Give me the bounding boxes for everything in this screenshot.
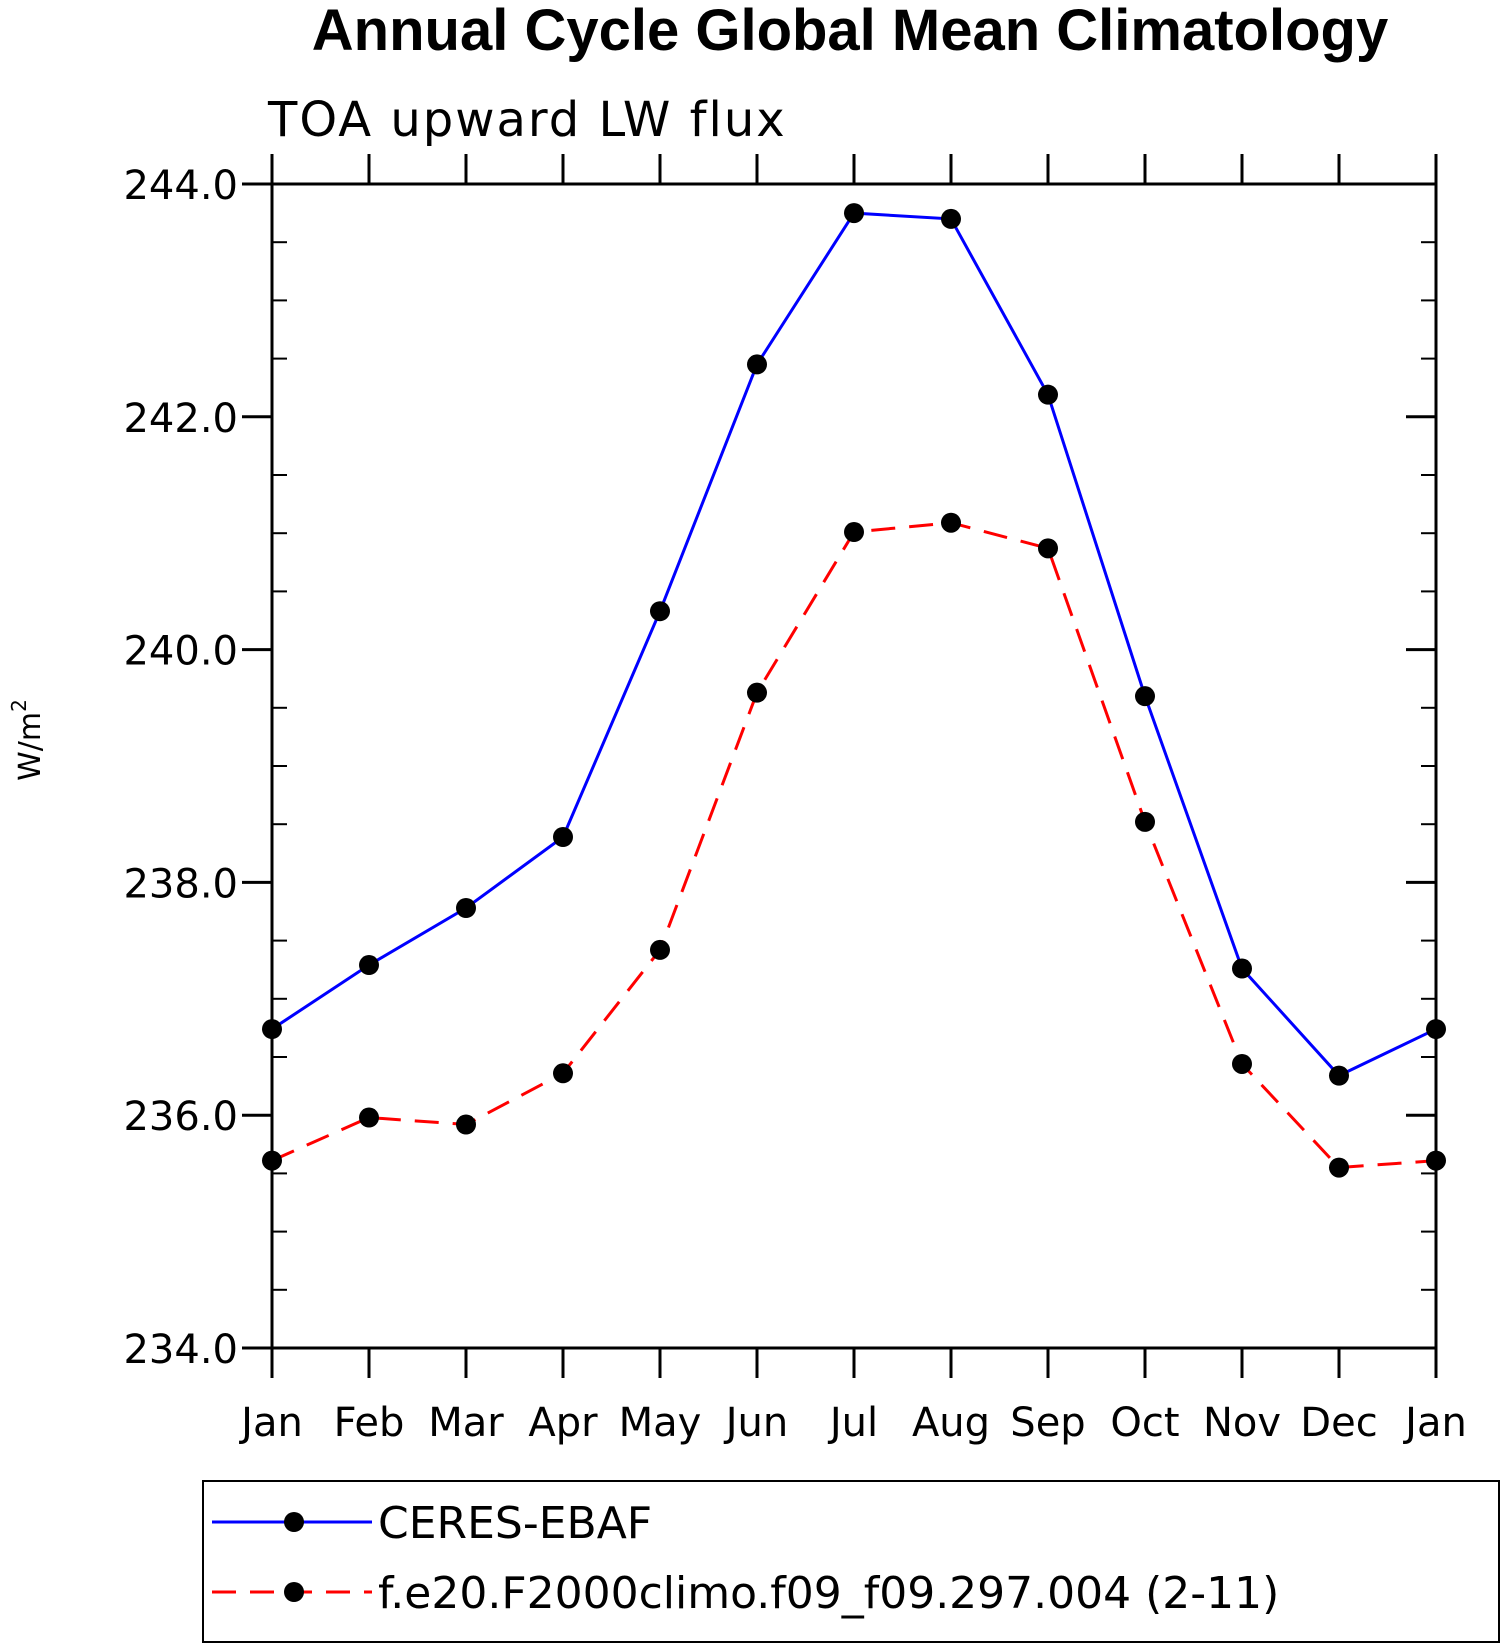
y-axis-label: W/m2 bbox=[7, 699, 48, 781]
series-1-point bbox=[747, 354, 767, 375]
legend-label-1: CERES-EBAF bbox=[378, 1498, 652, 1549]
x-tick-label: Jun bbox=[723, 1400, 789, 1446]
axis-ticks bbox=[242, 154, 1438, 1378]
chart-title: Annual Cycle Global Mean Climatology bbox=[312, 0, 1388, 63]
series-markers bbox=[262, 203, 1446, 1178]
series-2-point bbox=[1329, 1157, 1349, 1178]
x-tick-label: Feb bbox=[334, 1400, 405, 1446]
legend-marker-2 bbox=[284, 1582, 304, 1602]
x-tick-label: Nov bbox=[1203, 1400, 1281, 1446]
series-line-2 bbox=[271, 521, 1437, 1170]
chart-subtitle: TOA upward LW flux bbox=[267, 92, 787, 148]
x-tick-label: Aug bbox=[912, 1400, 990, 1446]
x-tick-label: Jan bbox=[238, 1400, 303, 1446]
plot-frame bbox=[270, 182, 1438, 1350]
series-line-1 bbox=[271, 211, 1437, 1078]
series-1-point bbox=[1038, 384, 1058, 405]
x-tick-label: Dec bbox=[1300, 1400, 1377, 1446]
series-1-point bbox=[1329, 1065, 1349, 1086]
x-tick-label: Jul bbox=[827, 1400, 878, 1446]
x-tick-label: May bbox=[619, 1400, 702, 1446]
series-2-point bbox=[1232, 1053, 1252, 1074]
tick-labels: Jan Feb Mar Apr May Jun Jul Aug Sep Oct Nov Dec Jan2… bbox=[123, 163, 1466, 1446]
series-2-point bbox=[1038, 538, 1058, 559]
series-2-point bbox=[359, 1107, 379, 1128]
series-2-point bbox=[747, 682, 767, 703]
series-1-point bbox=[456, 898, 476, 919]
series-2-point bbox=[553, 1063, 573, 1084]
series-1-point bbox=[650, 601, 670, 622]
legend: CERES-EBAF f.e20.F2000climo.f09_f09.297.0… bbox=[202, 1480, 1500, 1643]
y-axis-label-sup: 2 bbox=[7, 699, 31, 712]
y-tick-label: 244.0 bbox=[123, 163, 238, 209]
series-1-point bbox=[1135, 686, 1155, 707]
y-tick-label: 242.0 bbox=[123, 396, 238, 442]
y-tick-label: 234.0 bbox=[123, 1327, 238, 1373]
y-tick-label: 236.0 bbox=[123, 1094, 238, 1140]
series-1-point bbox=[941, 208, 961, 229]
series-1-point bbox=[553, 827, 573, 848]
x-tick-label: Sep bbox=[1010, 1400, 1085, 1446]
x-tick-label: Mar bbox=[428, 1400, 504, 1446]
series-2-point bbox=[844, 522, 864, 543]
legend-marker-1 bbox=[284, 1512, 304, 1532]
series-2-point bbox=[941, 512, 961, 533]
series-1-point bbox=[359, 955, 379, 976]
x-tick-label: Jan bbox=[1402, 1400, 1467, 1446]
legend-entries: CERES-EBAF f.e20.F2000climo.f09_f09.297.0… bbox=[212, 1498, 1279, 1619]
series-2-point bbox=[456, 1114, 476, 1135]
x-tick-label: Oct bbox=[1110, 1400, 1179, 1446]
y-axis-label-base: W/m bbox=[13, 712, 48, 781]
series-1-point bbox=[844, 203, 864, 224]
series-2-point bbox=[650, 939, 670, 960]
x-tick-label: Apr bbox=[528, 1400, 598, 1446]
series-2-point bbox=[1135, 811, 1155, 832]
y-tick-label: 240.0 bbox=[123, 629, 238, 675]
series-lines bbox=[271, 211, 1437, 1170]
y-tick-label: 238.0 bbox=[123, 861, 238, 907]
legend-label-2: f.e20.F2000climo.f09_f09.297.004 (2-11) bbox=[378, 1568, 1279, 1619]
legend-box bbox=[202, 1480, 1500, 1643]
series-1-point bbox=[1232, 958, 1252, 979]
